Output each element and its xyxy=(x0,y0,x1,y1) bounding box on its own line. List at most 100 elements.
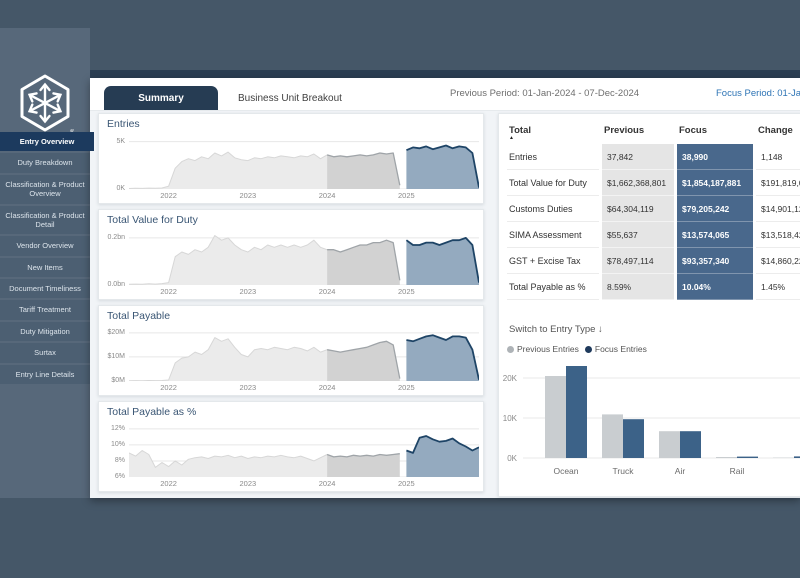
change-value: 1,148 xyxy=(756,144,800,170)
previous-value: 8.59% xyxy=(602,274,674,300)
focus-value: $93,357,340 xyxy=(677,248,753,274)
x-axis-tick: 2025 xyxy=(398,191,415,200)
sidebar-item-classification-product-detail[interactable]: Classification & Product Detail xyxy=(0,205,90,235)
change-value: $13,518,428 xyxy=(756,222,800,248)
y-axis-tick: $20M xyxy=(107,328,125,336)
y-axis-tick: $10M xyxy=(107,352,125,360)
focus-value: $1,854,187,881 xyxy=(677,170,753,196)
sheet-top-strip xyxy=(90,70,800,78)
sidebar-nav: Entry Overview Duty Breakdown Classificati… xyxy=(0,132,94,386)
change-value: $14,860,226 xyxy=(756,248,800,274)
svg-text:10K: 10K xyxy=(503,414,518,423)
sparkline-plot[interactable] xyxy=(128,328,480,382)
x-axis-tick: 2024 xyxy=(318,191,336,200)
column-header-focus[interactable]: Focus xyxy=(679,125,707,136)
previous-value: $55,637 xyxy=(602,222,674,248)
sidebar-item-tariff-treatment[interactable]: Tariff Treatment xyxy=(0,300,90,320)
legend-item-focus-entries[interactable]: Focus Entries xyxy=(584,344,647,354)
y-axis-tick: 10% xyxy=(110,440,125,448)
sidebar-item-entry-overview[interactable]: Entry Overview xyxy=(0,132,94,152)
x-axis-tick: 2024 xyxy=(318,287,336,296)
left-charts-column: Entries 5K 0K 2022 2023 2024 2025 Total Value f… xyxy=(98,113,484,497)
x-axis-tick: 2023 xyxy=(239,383,257,392)
legend-item-previous-entries[interactable]: Previous Entries xyxy=(507,344,579,354)
y-axis-tick: 0K xyxy=(116,185,125,192)
x-axis-tick: 2023 xyxy=(239,479,257,488)
x-axis-tick: 2024 xyxy=(318,383,336,392)
change-value: 1.45% xyxy=(756,274,800,300)
entry-type-bar-chart[interactable]: 0K 10K 20K Ocean Truck Air Rail xyxy=(499,358,800,496)
sidebar-item-document-timeliness[interactable]: Document Timeliness xyxy=(0,279,90,299)
sidebar-item-classification-product-overview[interactable]: Classification & Product Overview xyxy=(0,174,90,204)
sparkline-plot[interactable] xyxy=(128,424,480,478)
svg-text:Truck: Truck xyxy=(613,466,635,476)
focus-value: 10.04% xyxy=(677,274,753,300)
svg-text:Rail: Rail xyxy=(730,466,745,476)
legend-dot-icon xyxy=(584,345,592,353)
legend-dot-icon xyxy=(507,345,514,353)
sidebar-item-vendor-overview[interactable]: Vendor Overview xyxy=(0,236,90,256)
svg-text:Air: Air xyxy=(675,466,686,476)
row-label: SIMA Assessment xyxy=(507,222,599,248)
chart-card-total-payable-as: Total Payable as % 12% 10% 8% 6% 2022 2023 2024… xyxy=(98,401,484,492)
switch-to-entry-type-button[interactable]: Switch to Entry Type ↓ xyxy=(509,324,603,335)
change-value: $191,819,080 xyxy=(756,170,800,196)
chart-title: Total Payable xyxy=(107,310,171,322)
legend-label: Previous Entries xyxy=(517,344,579,354)
summary-table: Total ▲ Previous Focus Change Entries 37,842 38… xyxy=(507,120,800,300)
x-axis-tick: 2025 xyxy=(398,287,415,296)
logo: ® xyxy=(0,72,90,141)
chart-title: Entries xyxy=(107,118,140,130)
previous-value: 37,842 xyxy=(602,144,674,170)
row-label: Total Payable as % xyxy=(507,274,599,300)
svg-text:0K: 0K xyxy=(507,454,517,463)
previous-period-label: Previous Period: 01-Jan-2024 - 07-Dec-20… xyxy=(450,88,640,99)
sort-ascending-icon: ▲ xyxy=(509,135,514,141)
x-axis-tick: 2023 xyxy=(239,191,257,200)
y-axis-tick: 6% xyxy=(114,473,125,480)
change-value: $14,901,123 xyxy=(756,196,800,222)
x-axis-tick: 2023 xyxy=(239,287,257,296)
y-axis-tick: 12% xyxy=(110,424,125,432)
column-header-change[interactable]: Change xyxy=(758,125,793,136)
sidebar-item-entry-line-details[interactable]: Entry Line Details xyxy=(0,364,90,384)
y-axis-tick: 0.2bn xyxy=(107,233,125,241)
x-axis-tick: 2025 xyxy=(398,479,415,488)
sparkline-plot[interactable] xyxy=(128,136,480,190)
column-header-total[interactable]: Total ▲ xyxy=(507,120,599,144)
summary-table-panel: Total ▲ Previous Focus Change Entries 37,842 38… xyxy=(498,113,800,497)
x-axis-tick: 2024 xyxy=(318,479,336,488)
x-axis-tick: 2022 xyxy=(160,191,177,200)
row-label: Entries xyxy=(507,144,599,170)
svg-text:20K: 20K xyxy=(503,374,518,383)
y-axis-tick: 8% xyxy=(114,456,125,464)
sparkline-plot[interactable] xyxy=(128,232,480,286)
hexagon-arrows-logo-icon: ® xyxy=(20,74,75,136)
previous-value: $78,497,114 xyxy=(602,248,674,274)
dashboard-content: Entries 5K 0K 2022 2023 2024 2025 Total Value f… xyxy=(90,111,800,498)
dashboard-sheet: Summary Business Unit Breakout Previous … xyxy=(90,78,800,498)
row-label: Total Value for Duty xyxy=(507,170,599,196)
legend-label: Focus Entries xyxy=(594,344,647,354)
svg-text:Ocean: Ocean xyxy=(553,466,578,476)
row-label: GST + Excise Tax xyxy=(507,248,599,274)
tab-business-unit-breakout[interactable]: Business Unit Breakout xyxy=(238,92,342,104)
header-bar: Summary Business Unit Breakout Previous … xyxy=(90,78,800,111)
column-header-previous[interactable]: Previous xyxy=(604,125,645,136)
chart-card-entries: Entries 5K 0K 2022 2023 2024 2025 xyxy=(98,113,484,204)
focus-period-label: Focus Period: 01-Jan-2025 - 04- xyxy=(716,88,800,99)
previous-value: $1,662,368,801 xyxy=(602,170,674,196)
sidebar-item-surtax[interactable]: Surtax xyxy=(0,343,90,363)
sidebar-item-duty-breakdown[interactable]: Duty Breakdown xyxy=(0,153,90,173)
sidebar-item-new-items[interactable]: New Items xyxy=(0,257,90,277)
chart-title: Total Value for Duty xyxy=(107,214,198,226)
chart-card-total-payable: Total Payable $20M $10M $0M 2022 2023 2024 2025 xyxy=(98,305,484,396)
row-label: Customs Duties xyxy=(507,196,599,222)
y-axis-tick: 0.0bn xyxy=(107,281,125,288)
tab-summary[interactable]: Summary xyxy=(104,86,218,110)
previous-value: $64,304,119 xyxy=(602,196,674,222)
y-axis-tick: $0M xyxy=(111,377,125,384)
sidebar-item-duty-mitigation[interactable]: Duty Mitigation xyxy=(0,321,90,342)
